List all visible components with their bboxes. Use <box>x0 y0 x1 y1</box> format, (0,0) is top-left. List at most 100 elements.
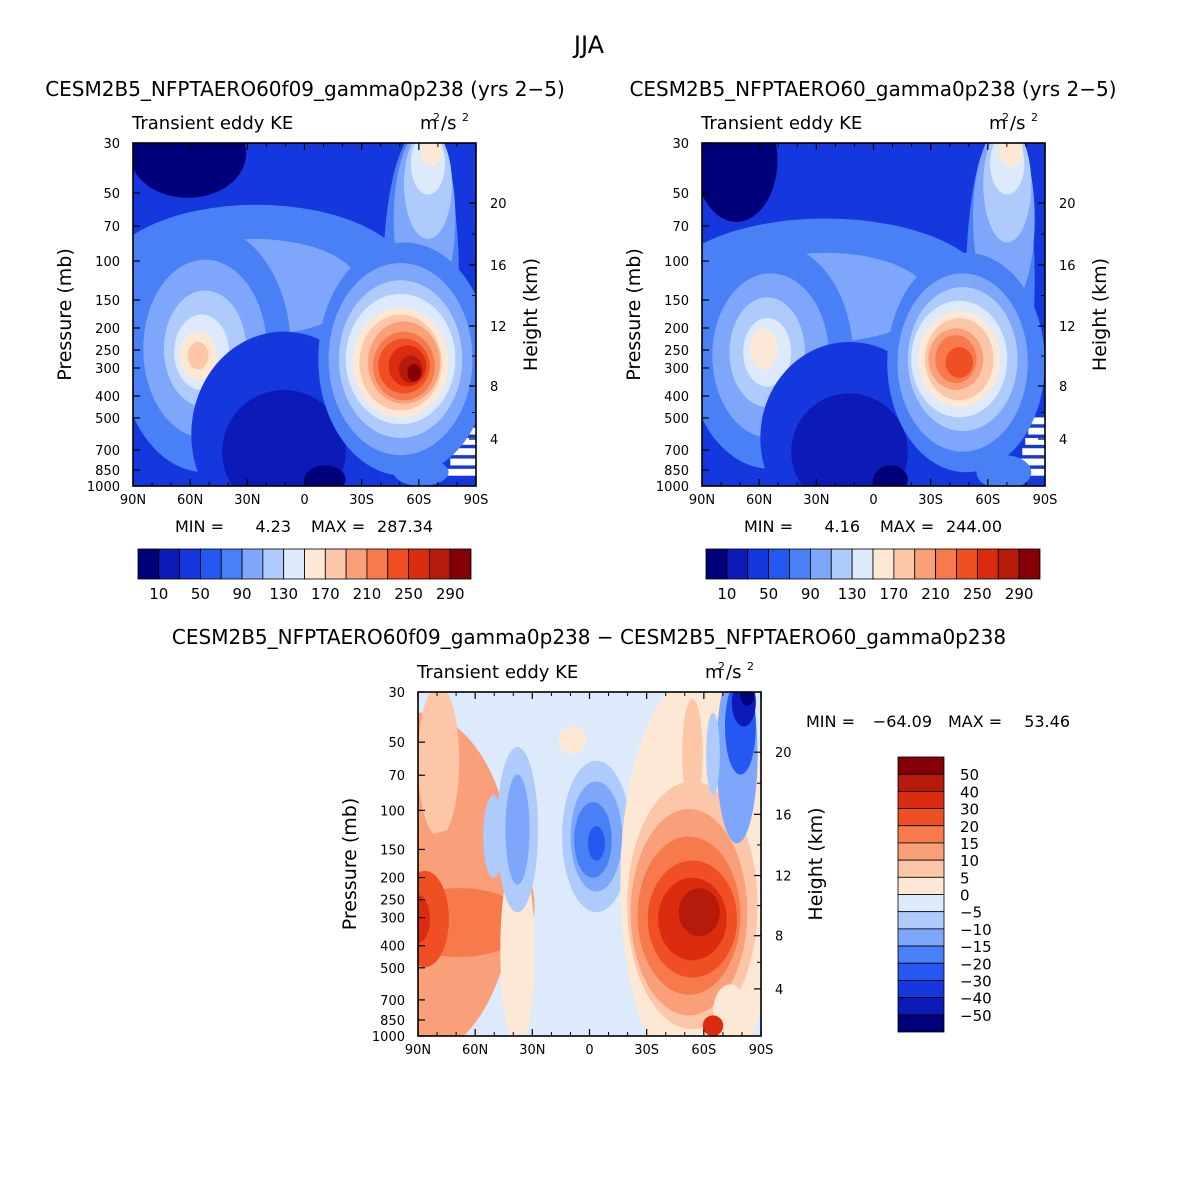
colorbar-label: −20 <box>960 955 992 973</box>
min-value: −64.09 <box>873 712 932 731</box>
panel-title: CESM2B5_NFPTAERO60f09_gamma0p238 (yrs 2−… <box>45 77 565 101</box>
panel-3-contour-region <box>505 774 530 885</box>
panel-3-contour-region <box>418 870 449 968</box>
y-tick-label: 100 <box>664 255 689 270</box>
y-tick-label: 500 <box>664 412 689 427</box>
x-tick-label: 60S <box>406 493 431 508</box>
colorbar-box <box>809 548 832 580</box>
y-tick-label: 700 <box>664 444 689 459</box>
y-tick-label: 150 <box>664 294 689 309</box>
y-tick-label: 700 <box>380 994 405 1009</box>
x-tick-label: 0 <box>300 493 308 508</box>
x-tick-label: 60N <box>177 493 203 508</box>
colorbar-label: −40 <box>960 990 992 1008</box>
y-tick-label: 700 <box>95 444 120 459</box>
colorbar-box <box>897 859 945 878</box>
colorbar-box <box>220 548 243 580</box>
y-tick-label: 50 <box>672 187 689 202</box>
colorbar-box <box>1018 548 1041 580</box>
colorbar-box <box>158 548 181 580</box>
colorbar-box <box>726 548 749 580</box>
masked-region <box>453 448 476 456</box>
y-tick-label: 200 <box>664 322 689 337</box>
panel-1-contour-region <box>222 389 346 486</box>
min-label: MIN = <box>806 712 855 731</box>
panel-3-contour-region <box>587 826 605 861</box>
colorbar-label: 130 <box>269 585 298 603</box>
colorbar-label: 90 <box>233 585 252 603</box>
y-tick-label: 150 <box>380 843 405 858</box>
panel-3-contour-region <box>678 888 720 937</box>
x-tick-label: 30S <box>918 493 943 508</box>
colorbar-label: −10 <box>960 921 992 939</box>
colorbar-box <box>897 894 945 913</box>
colorbar-box <box>897 756 945 775</box>
y-tick-label: 1000 <box>372 1030 405 1045</box>
y-tick-label: 30 <box>103 137 120 152</box>
page-title: JJA <box>572 31 605 59</box>
panel-title: CESM2B5_NFPTAERO60_gamma0p238 (yrs 2−5) <box>629 77 1116 101</box>
colorbar-box <box>345 548 368 580</box>
colorbar-label: 50 <box>960 766 979 784</box>
colorbar-box <box>897 876 945 895</box>
height-tick-label: 16 <box>775 808 792 823</box>
panel-3-contour-region <box>418 692 460 837</box>
colorbar-box <box>449 548 472 580</box>
y-tick-label: 300 <box>664 362 689 377</box>
colorbar-box <box>768 548 790 580</box>
colorbar-label: 50 <box>759 585 778 603</box>
height-tick-label: 16 <box>1059 259 1076 274</box>
colorbar-label: 5 <box>960 869 970 887</box>
x-tick-label: 60N <box>462 1043 488 1058</box>
y-tick-label: 50 <box>388 736 405 751</box>
y-tick-label: 30 <box>672 137 689 152</box>
colorbar-label: 290 <box>436 585 465 603</box>
masked-region <box>450 458 476 466</box>
y-tick-label: 100 <box>95 255 120 270</box>
panel-1-contour-region <box>187 341 209 370</box>
y-tick-label: 300 <box>380 912 405 927</box>
panel-3-contour-region <box>418 894 431 944</box>
masked-region <box>1022 448 1045 456</box>
y-tick-label: 850 <box>664 464 689 479</box>
x-tick-label: 30S <box>634 1043 659 1058</box>
masked-region <box>1028 427 1045 435</box>
panel-1-contour-region <box>304 465 346 486</box>
y-tick-label: 500 <box>380 962 405 977</box>
units-exponent: 2 <box>1002 111 1009 124</box>
y-tick-label: 30 <box>388 686 405 701</box>
panel-2-stats: MIN = 4.16 MAX = 244.00 <box>744 517 1002 536</box>
colorbar-label: −5 <box>960 904 982 922</box>
height-tick-label: 4 <box>490 433 498 448</box>
y-tick-label: 70 <box>672 220 689 235</box>
panel-3-contour-region <box>558 726 587 754</box>
y-tick-label: 150 <box>95 294 120 309</box>
min-label: MIN = <box>744 517 793 536</box>
panel-1-colorbar: 10 50 90 130 170 210 250 290 <box>137 548 472 603</box>
colorbar-box <box>914 548 937 580</box>
panel-2-field <box>702 143 1045 486</box>
colorbar-label: 90 <box>801 585 820 603</box>
colorbar-box <box>262 548 285 580</box>
colorbar-label: −15 <box>960 938 992 956</box>
min-label: MIN = <box>175 517 224 536</box>
colorbar-box <box>897 962 945 981</box>
colorbar-label: −50 <box>960 1007 992 1025</box>
colorbar-box <box>304 548 326 580</box>
height-tick-label: 16 <box>490 259 507 274</box>
x-tick-label: 60S <box>975 493 1000 508</box>
min-value: 4.23 <box>255 517 291 536</box>
y-axis-label-right: Height (km) <box>805 807 827 920</box>
colorbar-label: 20 <box>960 818 979 836</box>
y-tick-label: 400 <box>95 390 120 405</box>
panel-2-contour-region <box>750 328 778 370</box>
colorbar-label: 210 <box>353 585 382 603</box>
colorbar-box <box>897 773 945 792</box>
colorbar-box <box>408 548 430 580</box>
panel-2-contour-region <box>998 143 1023 168</box>
panel-3-contour-region <box>702 1015 724 1036</box>
masked-region <box>1025 437 1045 445</box>
panel-2-colorbar: 10 50 90 130 170 210 250 290 <box>705 548 1041 603</box>
